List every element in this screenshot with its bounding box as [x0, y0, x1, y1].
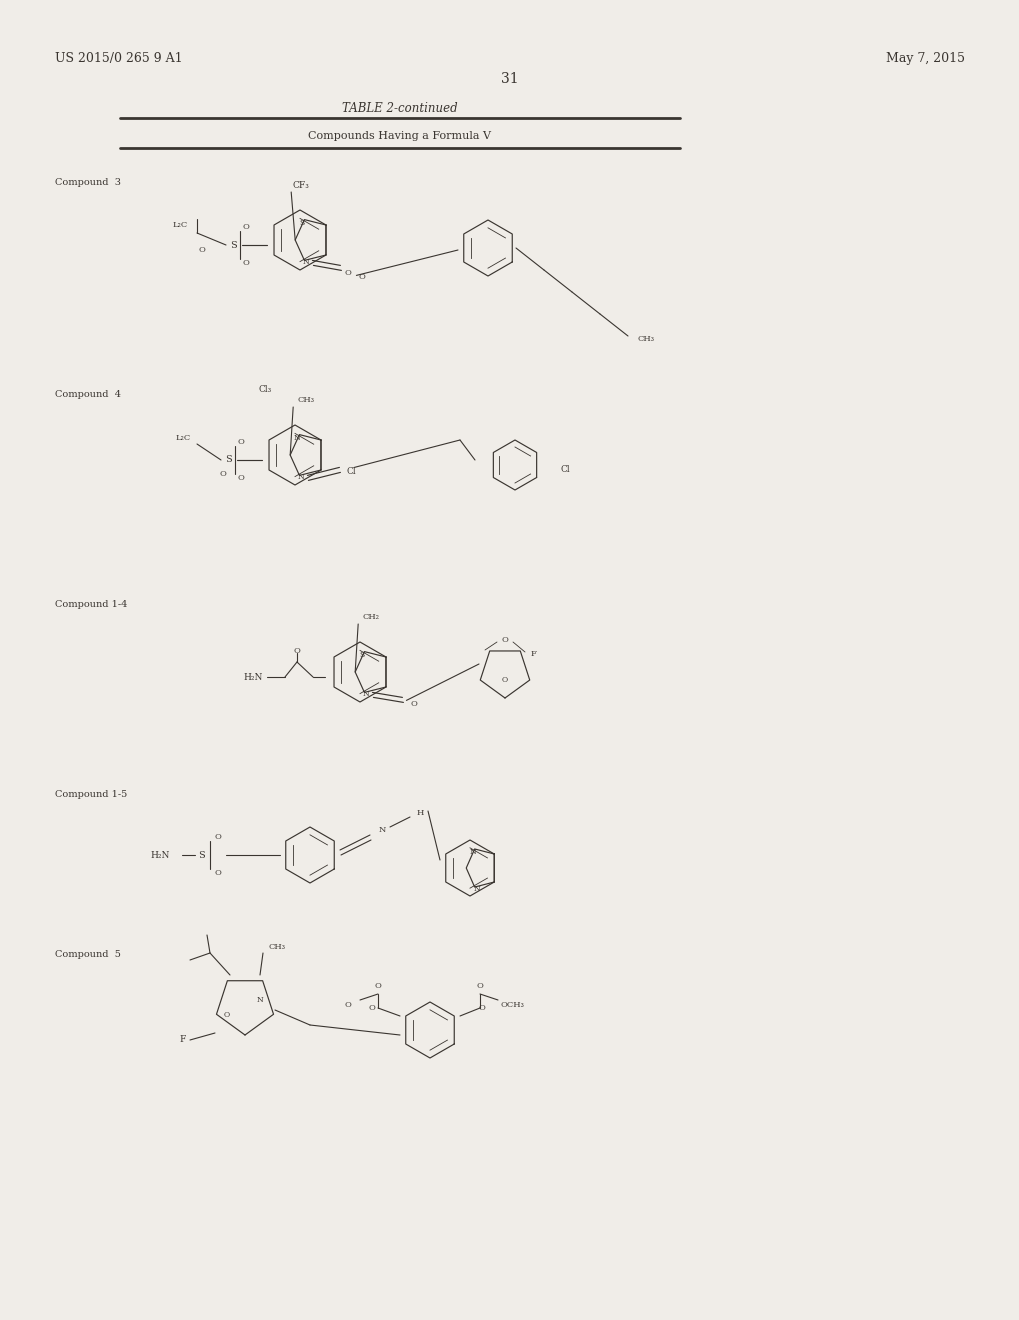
- Text: O: O: [368, 1005, 375, 1012]
- Text: US 2015/0 265 9 A1: US 2015/0 265 9 A1: [55, 51, 182, 65]
- Text: L₂C: L₂C: [175, 434, 191, 442]
- Text: O: O: [374, 982, 381, 990]
- Text: F: F: [530, 649, 535, 657]
- Text: N: N: [303, 259, 310, 267]
- Text: O: O: [359, 273, 366, 281]
- Text: O: O: [476, 982, 483, 990]
- Text: Cl: Cl: [346, 467, 356, 477]
- Text: L₂C: L₂C: [172, 220, 187, 228]
- Text: H₂N: H₂N: [150, 850, 169, 859]
- Text: N: N: [293, 433, 301, 442]
- Text: O: O: [243, 259, 250, 267]
- Text: O: O: [214, 869, 221, 876]
- Text: Compound  4: Compound 4: [55, 389, 121, 399]
- Text: N: N: [298, 474, 305, 482]
- Text: Compound 1-4: Compound 1-4: [55, 601, 127, 609]
- Text: CH₃: CH₃: [268, 942, 285, 950]
- Text: TABLE 2-continued: TABLE 2-continued: [341, 102, 458, 115]
- Text: S: S: [225, 455, 232, 465]
- Text: O: O: [501, 676, 507, 684]
- Text: N: N: [469, 847, 476, 855]
- Text: O: O: [501, 636, 507, 644]
- Text: O: O: [199, 246, 205, 253]
- Text: S: S: [360, 651, 365, 659]
- Text: O: O: [243, 223, 250, 231]
- Text: O: O: [293, 647, 301, 655]
- Text: O: O: [224, 1011, 230, 1019]
- Text: O: O: [478, 1005, 485, 1012]
- Text: Compound  5: Compound 5: [55, 950, 121, 960]
- Text: O: O: [237, 438, 245, 446]
- Text: F: F: [179, 1035, 186, 1044]
- Text: H: H: [416, 809, 423, 817]
- Text: O: O: [237, 474, 245, 482]
- Text: Compound 1-5: Compound 1-5: [55, 789, 127, 799]
- Text: May 7, 2015: May 7, 2015: [886, 51, 964, 65]
- Text: S: S: [300, 219, 305, 227]
- Text: O: O: [344, 1001, 352, 1008]
- Text: Cl: Cl: [559, 466, 570, 474]
- Text: OCH₃: OCH₃: [499, 1001, 524, 1008]
- Text: O: O: [219, 470, 226, 478]
- Text: Compounds Having a Formula V: Compounds Having a Formula V: [308, 131, 491, 141]
- Text: N: N: [257, 997, 263, 1005]
- Text: CF₃: CF₃: [292, 181, 310, 190]
- Text: N: N: [473, 884, 480, 894]
- Text: CH₃: CH₃: [298, 396, 315, 404]
- Text: N: N: [378, 826, 385, 834]
- Text: CH₃: CH₃: [637, 335, 654, 343]
- Text: S: S: [230, 240, 237, 249]
- Text: 31: 31: [500, 73, 519, 86]
- Text: S: S: [199, 850, 205, 859]
- Text: O: O: [411, 701, 418, 709]
- Text: H₂N: H₂N: [243, 672, 262, 681]
- Text: Cl₃: Cl₃: [258, 385, 271, 395]
- Text: O: O: [214, 833, 221, 841]
- Text: CH₂: CH₂: [363, 612, 379, 620]
- Text: N: N: [363, 690, 370, 698]
- Text: Compound  3: Compound 3: [55, 178, 121, 187]
- Text: O: O: [344, 269, 352, 277]
